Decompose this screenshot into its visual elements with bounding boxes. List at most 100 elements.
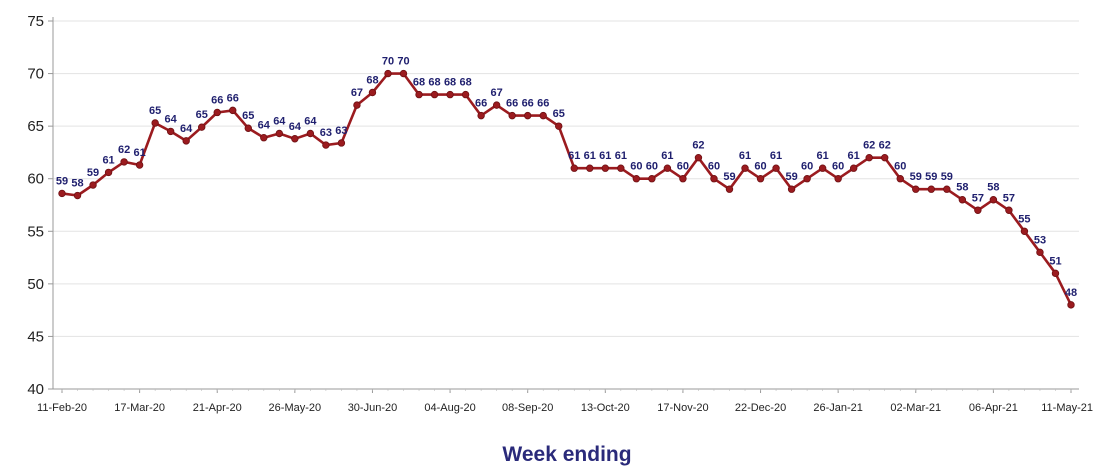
data-point: [1020, 227, 1029, 235]
data-point: [803, 175, 811, 183]
data-point: [663, 164, 672, 172]
data-point: [213, 108, 221, 117]
data-label: 62: [118, 144, 130, 156]
data-point: [58, 189, 66, 198]
data-label: 53: [1034, 234, 1046, 246]
data-label: 60: [801, 161, 813, 173]
data-point: [104, 168, 113, 177]
data-label: 62: [879, 140, 891, 152]
data-point: [632, 175, 641, 183]
x-tick-label: 11-Feb-20: [37, 402, 87, 414]
data-label: 64: [304, 116, 317, 128]
data-label: 61: [568, 150, 580, 162]
data-point: [927, 185, 935, 193]
y-tick-label: 40: [27, 381, 44, 398]
x-tick-label: 26-May-20: [269, 402, 322, 414]
data-label: 60: [677, 161, 689, 173]
data-point: [912, 185, 920, 193]
data-label: 59: [723, 171, 735, 183]
data-label: 59: [785, 171, 797, 183]
data-label: 68: [366, 74, 378, 86]
y-tick-label: 65: [27, 118, 44, 135]
data-label: 60: [646, 161, 658, 173]
data-label: 68: [459, 77, 471, 89]
data-label: 61: [739, 150, 751, 162]
data-label: 62: [863, 140, 875, 152]
data-point: [415, 90, 423, 99]
data-point: [89, 181, 97, 189]
y-tick-label: 50: [27, 276, 44, 293]
data-point: [601, 164, 610, 172]
data-label: 65: [242, 110, 254, 122]
data-point: [492, 101, 501, 109]
data-point: [1005, 206, 1013, 214]
data-point: [353, 101, 361, 109]
data-label: 57: [1003, 192, 1015, 204]
data-point: [461, 90, 470, 99]
data-label: 60: [754, 161, 766, 173]
data-point: [617, 164, 625, 172]
data-label: 58: [71, 178, 83, 190]
data-point: [182, 137, 190, 145]
gridlines: [53, 20, 1079, 337]
y-axis-ticks: 40 45 50 55 60 65 70 75: [27, 13, 53, 398]
data-label: 68: [444, 77, 456, 89]
axes: [52, 17, 1079, 390]
data-point: [648, 175, 656, 183]
data-point: [1051, 269, 1060, 278]
data-label: 64: [258, 120, 271, 132]
data-point: [73, 191, 82, 200]
data-point: [523, 111, 532, 120]
data-label: 58: [987, 182, 999, 194]
x-tick-label: 17-Mar-20: [114, 402, 165, 414]
data-label: 62: [692, 140, 704, 152]
data-point: [787, 185, 796, 193]
data-label: 58: [956, 182, 968, 194]
data-point: [756, 175, 765, 183]
data-label: 61: [599, 150, 611, 162]
data-point: [477, 111, 485, 120]
data-point: [989, 196, 998, 204]
data-point: [896, 175, 904, 183]
data-point: [446, 90, 454, 99]
x-tick-label: 02-Mar-21: [890, 402, 941, 414]
data-point: [508, 111, 516, 120]
data-point: [725, 185, 734, 193]
x-tick-label: 11-May-21: [1041, 402, 1093, 414]
data-point: [943, 185, 951, 193]
data-point: [337, 139, 346, 147]
x-tick-label: 26-Jan-21: [813, 402, 863, 414]
data-point: [430, 90, 439, 99]
data-label: 67: [491, 87, 503, 99]
x-tick-label: 30-Jun-20: [348, 402, 398, 414]
x-tick-label: 17-Nov-20: [657, 402, 708, 414]
data-label: 65: [196, 109, 208, 121]
data-point: [881, 153, 889, 162]
data-point: [135, 161, 144, 169]
data-point: [865, 153, 873, 162]
data-label: 61: [133, 147, 145, 159]
data-point: [166, 127, 175, 136]
data-point: [275, 129, 284, 138]
x-axis-title: Week ending: [502, 443, 631, 466]
data-label: 60: [708, 161, 720, 173]
data-label: 70: [397, 56, 409, 68]
data-point: [322, 141, 330, 149]
data-point: [772, 164, 780, 172]
data-point: [198, 123, 206, 131]
data-point: [586, 164, 594, 172]
data-point: [679, 175, 687, 183]
x-tick-label: 22-Dec-20: [735, 402, 786, 414]
x-axis-ticks: 11-Feb-20 17-Mar-20 21-Apr-20 26-May-20 30-J…: [37, 389, 1093, 414]
x-tick-label: 21-Apr-20: [193, 402, 242, 414]
data-label: 59: [910, 171, 922, 183]
data-point: [260, 134, 268, 142]
data-label: 67: [351, 87, 363, 99]
series-line: [61, 72, 1073, 306]
data-label: 59: [941, 171, 953, 183]
data-label: 59: [56, 175, 68, 187]
data-label: 66: [537, 98, 549, 110]
data-point: [368, 88, 377, 97]
